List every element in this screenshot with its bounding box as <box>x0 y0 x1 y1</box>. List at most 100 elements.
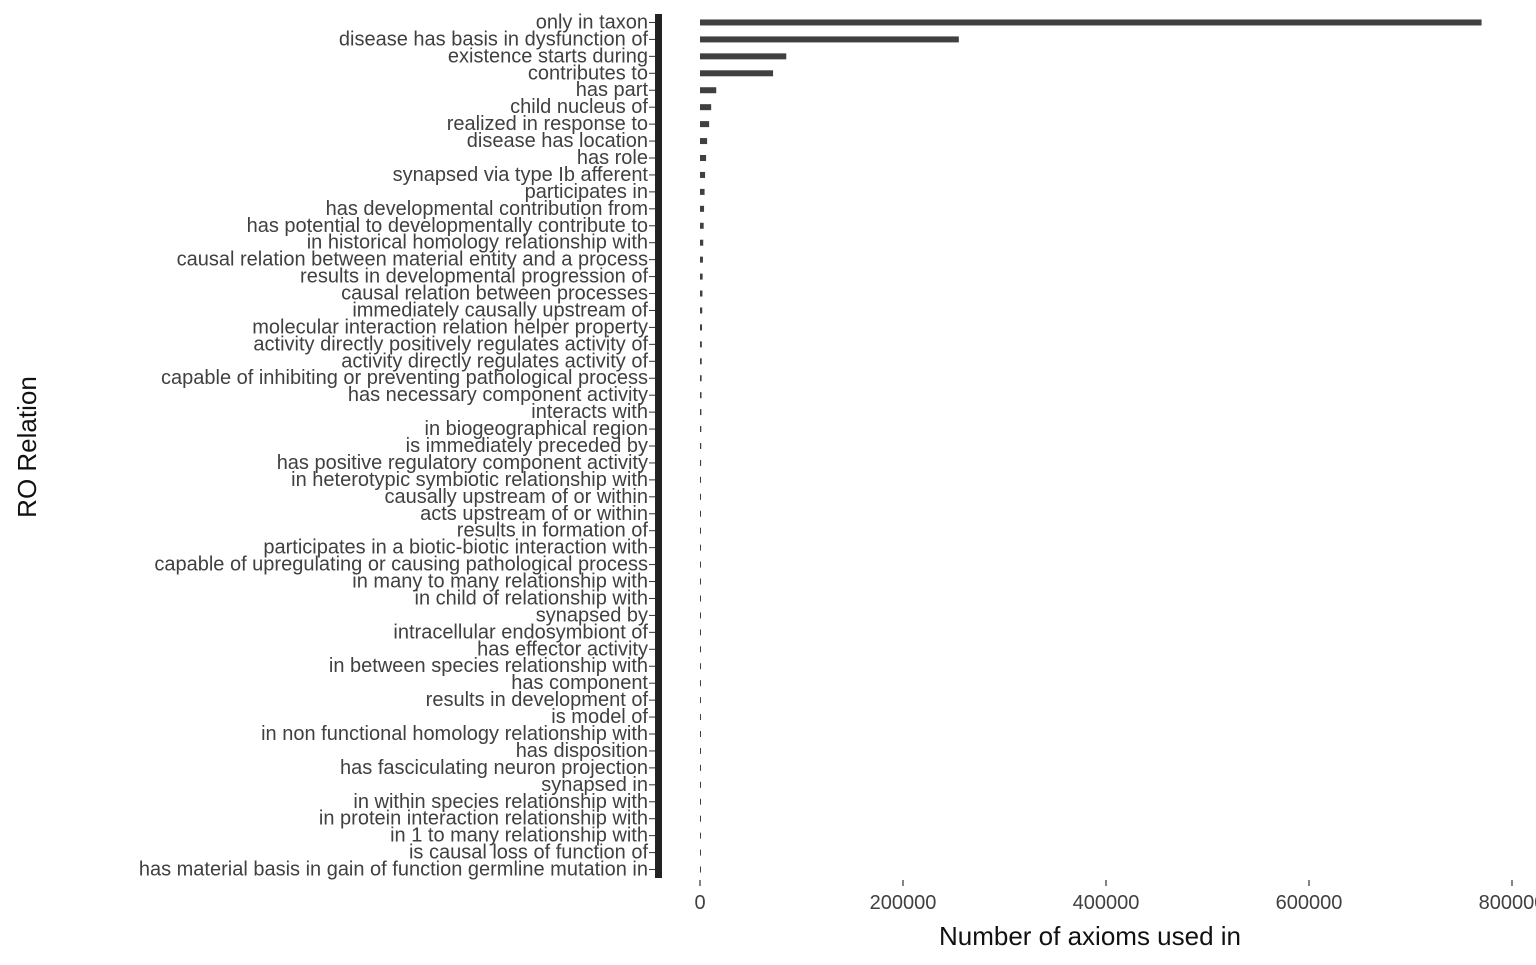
y-tick-label: capable of upregulating or causing patho… <box>154 554 648 576</box>
y-axis-title: RO Relation <box>12 376 42 518</box>
bar <box>700 646 701 653</box>
y-tick-label: has role <box>577 147 648 169</box>
y-tick-label: in non functional homology relationship … <box>261 723 648 745</box>
x-tick-label: 0 <box>694 892 705 914</box>
bar <box>700 409 702 416</box>
y-tick-label: results in development of <box>426 689 649 711</box>
y-tick-label: has material basis in gain of function g… <box>139 859 648 881</box>
x-axis-title: Number of axioms used in <box>939 921 1241 951</box>
y-tick-label: in protein interaction relationship with <box>319 808 648 830</box>
bar <box>700 527 701 534</box>
y-tick-label: causally upstream of or within <box>385 486 648 508</box>
y-tick-label: synapsed via type Ib afferent <box>393 164 649 186</box>
bar <box>700 70 774 77</box>
bar <box>700 53 787 60</box>
y-tick-label: child nucleus of <box>510 96 648 118</box>
y-tick-label: acts upstream of or within <box>420 503 648 525</box>
y-tick-label: in historical homology relationship with <box>307 232 648 254</box>
y-tick-label: has part <box>576 79 649 101</box>
y-tick-label: in within species relationship with <box>353 791 648 813</box>
y-tick-label: has potential to developmentally contrib… <box>247 215 648 237</box>
y-tick-label: has component <box>511 672 648 694</box>
bar <box>700 697 701 704</box>
bar <box>700 629 701 636</box>
y-tick-label: results in formation of <box>457 520 649 542</box>
y-tick-label: in heterotypic symbiotic relationship wi… <box>291 469 648 491</box>
bar <box>700 764 701 771</box>
bar <box>700 663 701 670</box>
bar <box>700 138 708 145</box>
bar <box>700 392 702 399</box>
y-tick-label: disease has location <box>467 130 648 152</box>
y-tick-label: has positive regulatory component activi… <box>277 452 648 474</box>
y-tick-label: participates in a biotic-biotic interact… <box>263 537 648 559</box>
y-tick-label: intracellular endosymbiont of <box>393 621 648 643</box>
bar <box>700 341 702 348</box>
bar <box>700 459 702 466</box>
bar <box>700 510 701 517</box>
bars <box>700 19 1482 873</box>
bar <box>700 747 701 754</box>
bar <box>700 561 701 568</box>
x-ticks: 0 200000 400000 600000 800000 <box>694 880 1536 914</box>
bar <box>700 781 701 788</box>
y-tick-label: in 1 to many relationship with <box>390 825 648 847</box>
bar <box>700 476 702 483</box>
y-tick-label: synapsed by <box>536 604 648 626</box>
y-tick-label: in many to many relationship with <box>352 571 648 593</box>
bar <box>700 19 1482 26</box>
y-tick-label: synapsed in <box>541 774 648 796</box>
bar <box>700 324 703 331</box>
x-tick-label: 800000 <box>1479 892 1536 914</box>
y-tick-label: has disposition <box>516 740 648 762</box>
bar <box>700 36 959 43</box>
y-tick-label: realized in response to <box>447 113 648 135</box>
bar <box>700 290 703 297</box>
bar <box>700 815 701 822</box>
y-tick-label: participates in <box>525 181 648 203</box>
y-tick-label: activity directly regulates activity of <box>341 350 648 372</box>
x-tick-label: 600000 <box>1276 892 1343 914</box>
y-tick-label: interacts with <box>531 401 648 423</box>
bar <box>700 358 702 365</box>
bar <box>700 239 704 246</box>
bar <box>700 273 703 280</box>
y-tick-label: is immediately preceded by <box>406 435 648 457</box>
y-tick-label: disease has basis in dysfunction of <box>339 28 649 50</box>
bar <box>700 832 701 839</box>
y-tick-label: has fasciculating neuron projection <box>340 757 648 779</box>
y-tick-label: is model of <box>551 706 648 728</box>
y-tick-label: immediately causally upstream of <box>352 299 648 321</box>
bar <box>700 849 701 856</box>
bar <box>700 731 701 737</box>
x-tick-label: 200000 <box>870 892 937 914</box>
bar <box>700 222 704 229</box>
bar <box>700 205 705 212</box>
y-tick-label: causal relation between material entity … <box>177 249 648 271</box>
y-tick-label: activity directly positively regulates a… <box>253 333 648 355</box>
y-tick-label: contributes to <box>528 62 648 84</box>
bar <box>700 680 701 687</box>
bar <box>700 375 702 382</box>
bar <box>700 426 702 433</box>
bar <box>700 121 710 128</box>
y-tick-label: molecular interaction relation helper pr… <box>252 316 648 338</box>
bar <box>700 798 701 805</box>
bar <box>700 544 701 551</box>
bar <box>700 155 707 161</box>
y-tick-label: in between species relationship with <box>329 655 648 677</box>
y-axis-bar <box>655 14 662 878</box>
y-tick-label: only in taxon <box>536 11 648 33</box>
x-tick-label: 400000 <box>1073 892 1140 914</box>
y-tick-label: results in developmental progression of <box>300 266 648 288</box>
y-tick-label: in child of relationship with <box>415 587 648 609</box>
y-tick-label: has developmental contribution from <box>326 198 648 220</box>
bar <box>700 443 702 449</box>
y-tick-label: has necessary component activity <box>348 384 648 406</box>
bar <box>700 188 705 195</box>
y-tick-label: in biogeographical region <box>425 418 649 440</box>
y-tick-label: has effector activity <box>477 638 648 660</box>
